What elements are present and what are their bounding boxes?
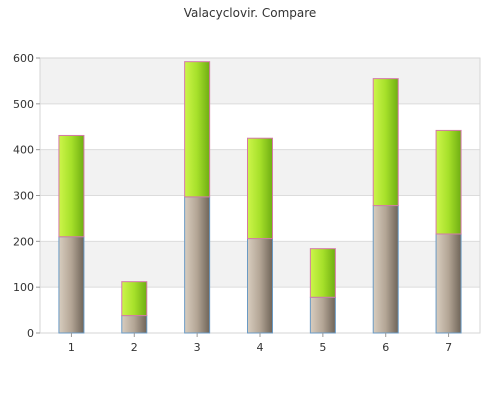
bars <box>58 61 462 334</box>
x-tick-label: 3 <box>194 341 201 354</box>
bar-segment <box>372 205 399 334</box>
bar-segment <box>121 315 148 334</box>
bar-segment <box>58 236 85 334</box>
bar-segment <box>372 78 399 207</box>
y-tick-label: 100 <box>13 281 34 294</box>
x-tick-label: 4 <box>257 341 264 354</box>
y-tick-label: 600 <box>13 52 34 65</box>
y-tick-label: 300 <box>13 190 34 203</box>
bar-segment <box>184 196 211 334</box>
plot-area: 0 100 200 300 400 500 600 1 2 3 4 5 6 7 <box>13 52 481 354</box>
bar-segment <box>121 281 148 317</box>
x-tick-label: 7 <box>445 341 452 354</box>
y-tick-label: 0 <box>27 327 34 340</box>
x-axis-ticks: 1 2 3 4 5 6 7 <box>68 333 452 354</box>
bar-segment <box>247 238 273 334</box>
x-tick-label: 1 <box>68 341 75 354</box>
bar-segment <box>247 137 273 240</box>
y-tick-label: 200 <box>13 235 34 248</box>
bar-segment <box>435 129 462 235</box>
y-tick-label: 500 <box>13 98 34 111</box>
bar-segment <box>309 248 336 298</box>
x-tick-label: 2 <box>131 341 138 354</box>
bar-segment <box>309 296 336 334</box>
chart-title: Valacyclovir. Compare <box>184 6 317 20</box>
grid-band <box>40 58 480 104</box>
bar-segment <box>184 61 211 198</box>
bar-segment <box>435 233 462 334</box>
y-axis-ticks: 0 100 200 300 400 500 600 <box>13 52 40 340</box>
x-tick-label: 6 <box>382 341 389 354</box>
y-tick-label: 400 <box>13 144 34 157</box>
x-tick-label: 5 <box>319 341 326 354</box>
bar-segment <box>58 134 85 238</box>
